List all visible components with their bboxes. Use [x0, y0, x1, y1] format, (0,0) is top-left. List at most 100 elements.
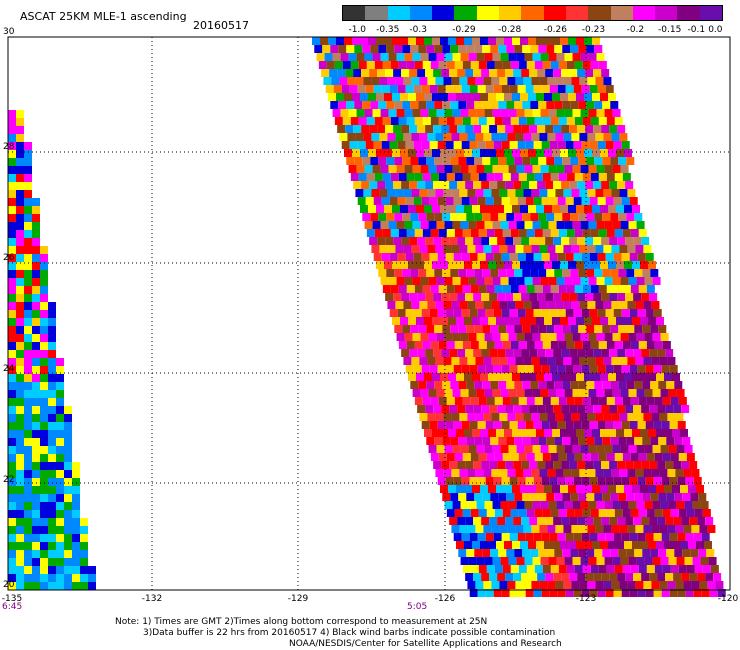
- swath-cell: [512, 261, 520, 269]
- swath-cell: [40, 286, 48, 294]
- swath-cell: [478, 397, 487, 405]
- swath-cell: [350, 173, 359, 181]
- swath-cell: [428, 221, 437, 229]
- swath-cell: [496, 205, 504, 213]
- swath-cell: [603, 469, 612, 477]
- swath-cell: [24, 454, 32, 462]
- swath-cell: [627, 581, 636, 589]
- swath-cell: [451, 189, 460, 197]
- swath-cell: [606, 509, 615, 517]
- swath-cell: [388, 221, 397, 229]
- swath-cell: [480, 485, 488, 493]
- swath-cell: [459, 469, 468, 477]
- swath-cell: [475, 189, 484, 197]
- swath-cell: [648, 485, 656, 493]
- swath-cell: [437, 253, 446, 261]
- swath-cell: [661, 365, 670, 373]
- swath-cell: [8, 190, 16, 198]
- swath-cell: [504, 485, 512, 493]
- swath-cell: [16, 262, 24, 270]
- swath-cell: [675, 413, 684, 421]
- swath-cell: [32, 382, 40, 390]
- swath-cell: [461, 477, 470, 485]
- swath-cell: [32, 398, 40, 406]
- swath-cell: [474, 269, 483, 277]
- swath-cell: [650, 493, 659, 501]
- swath-cell: [584, 93, 592, 101]
- swath-cell: [640, 541, 648, 549]
- swath-cell: [342, 61, 351, 69]
- swath-cell: [16, 406, 24, 414]
- swath-cell: [498, 325, 507, 333]
- swath-cell: [32, 342, 40, 350]
- swath-cell: [605, 253, 614, 261]
- swath-cell: [358, 61, 367, 69]
- swath-cell: [420, 221, 429, 229]
- swath-cell: [461, 253, 470, 261]
- swath-cell: [484, 53, 493, 61]
- swath-cell: [518, 341, 527, 349]
- swath-cell: [438, 117, 447, 125]
- swath-cell: [565, 141, 574, 149]
- swath-cell: [406, 61, 415, 69]
- swath-cell: [605, 589, 614, 597]
- swath-cell: [524, 221, 533, 229]
- swath-cell: [515, 77, 524, 85]
- swath-cell: [24, 446, 32, 454]
- swath-cell: [526, 509, 535, 517]
- swath-cell: [557, 253, 566, 261]
- swath-cell: [496, 541, 504, 549]
- swath-cell: [473, 517, 482, 525]
- swath-cell: [549, 589, 558, 597]
- swath-cell: [48, 398, 56, 406]
- swath-cell: [608, 93, 616, 101]
- swath-cell: [705, 517, 714, 525]
- swath-cell: [478, 453, 487, 461]
- swath-cell: [32, 198, 40, 206]
- swath-cell: [514, 157, 523, 165]
- swath-cell: [506, 325, 515, 333]
- swath-cell: [467, 133, 476, 141]
- swath-cell: [482, 101, 491, 109]
- swath-cell: [680, 429, 688, 437]
- swath-cell: [637, 253, 646, 261]
- swath-cell: [617, 405, 626, 413]
- swath-cell: [417, 237, 426, 245]
- swath-cell: [16, 358, 24, 366]
- swath-cell: [593, 69, 602, 77]
- swath-cell: [538, 213, 547, 221]
- swath-cell: [412, 109, 421, 117]
- swath-cell: [649, 349, 658, 357]
- swath-cell: [421, 85, 430, 93]
- lat-label-24: 24: [3, 364, 15, 374]
- swath-cell: [410, 157, 419, 165]
- swath-cell: [435, 245, 444, 253]
- swath-cell: [430, 117, 439, 125]
- swath-cell: [650, 325, 659, 333]
- swath-cell: [394, 213, 403, 221]
- swath-cell: [584, 261, 592, 269]
- swath-cell: [24, 190, 32, 198]
- swath-cell: [392, 205, 400, 213]
- swath-cell: [688, 485, 696, 493]
- swath-cell: [428, 277, 437, 285]
- swath-cell: [707, 581, 716, 589]
- colorbar-label: -0.15: [658, 25, 682, 35]
- swath-cell: [670, 397, 679, 405]
- swath-cell: [517, 197, 526, 205]
- swath-cell: [645, 253, 654, 261]
- swath-cell: [353, 181, 362, 189]
- swath-cell: [56, 542, 64, 550]
- swath-cell: [16, 430, 24, 438]
- swath-cell: [594, 549, 603, 557]
- lon-label-135: -135: [1, 594, 23, 604]
- swath-cell: [592, 205, 600, 213]
- swath-cell: [478, 285, 487, 293]
- swath-cell: [434, 269, 443, 277]
- swath-cell: [651, 525, 660, 533]
- swath-cell: [658, 381, 667, 389]
- swath-cell: [24, 262, 32, 270]
- swath-cell: [504, 93, 512, 101]
- swath-cell: [677, 421, 686, 429]
- swath-cell: [8, 254, 16, 262]
